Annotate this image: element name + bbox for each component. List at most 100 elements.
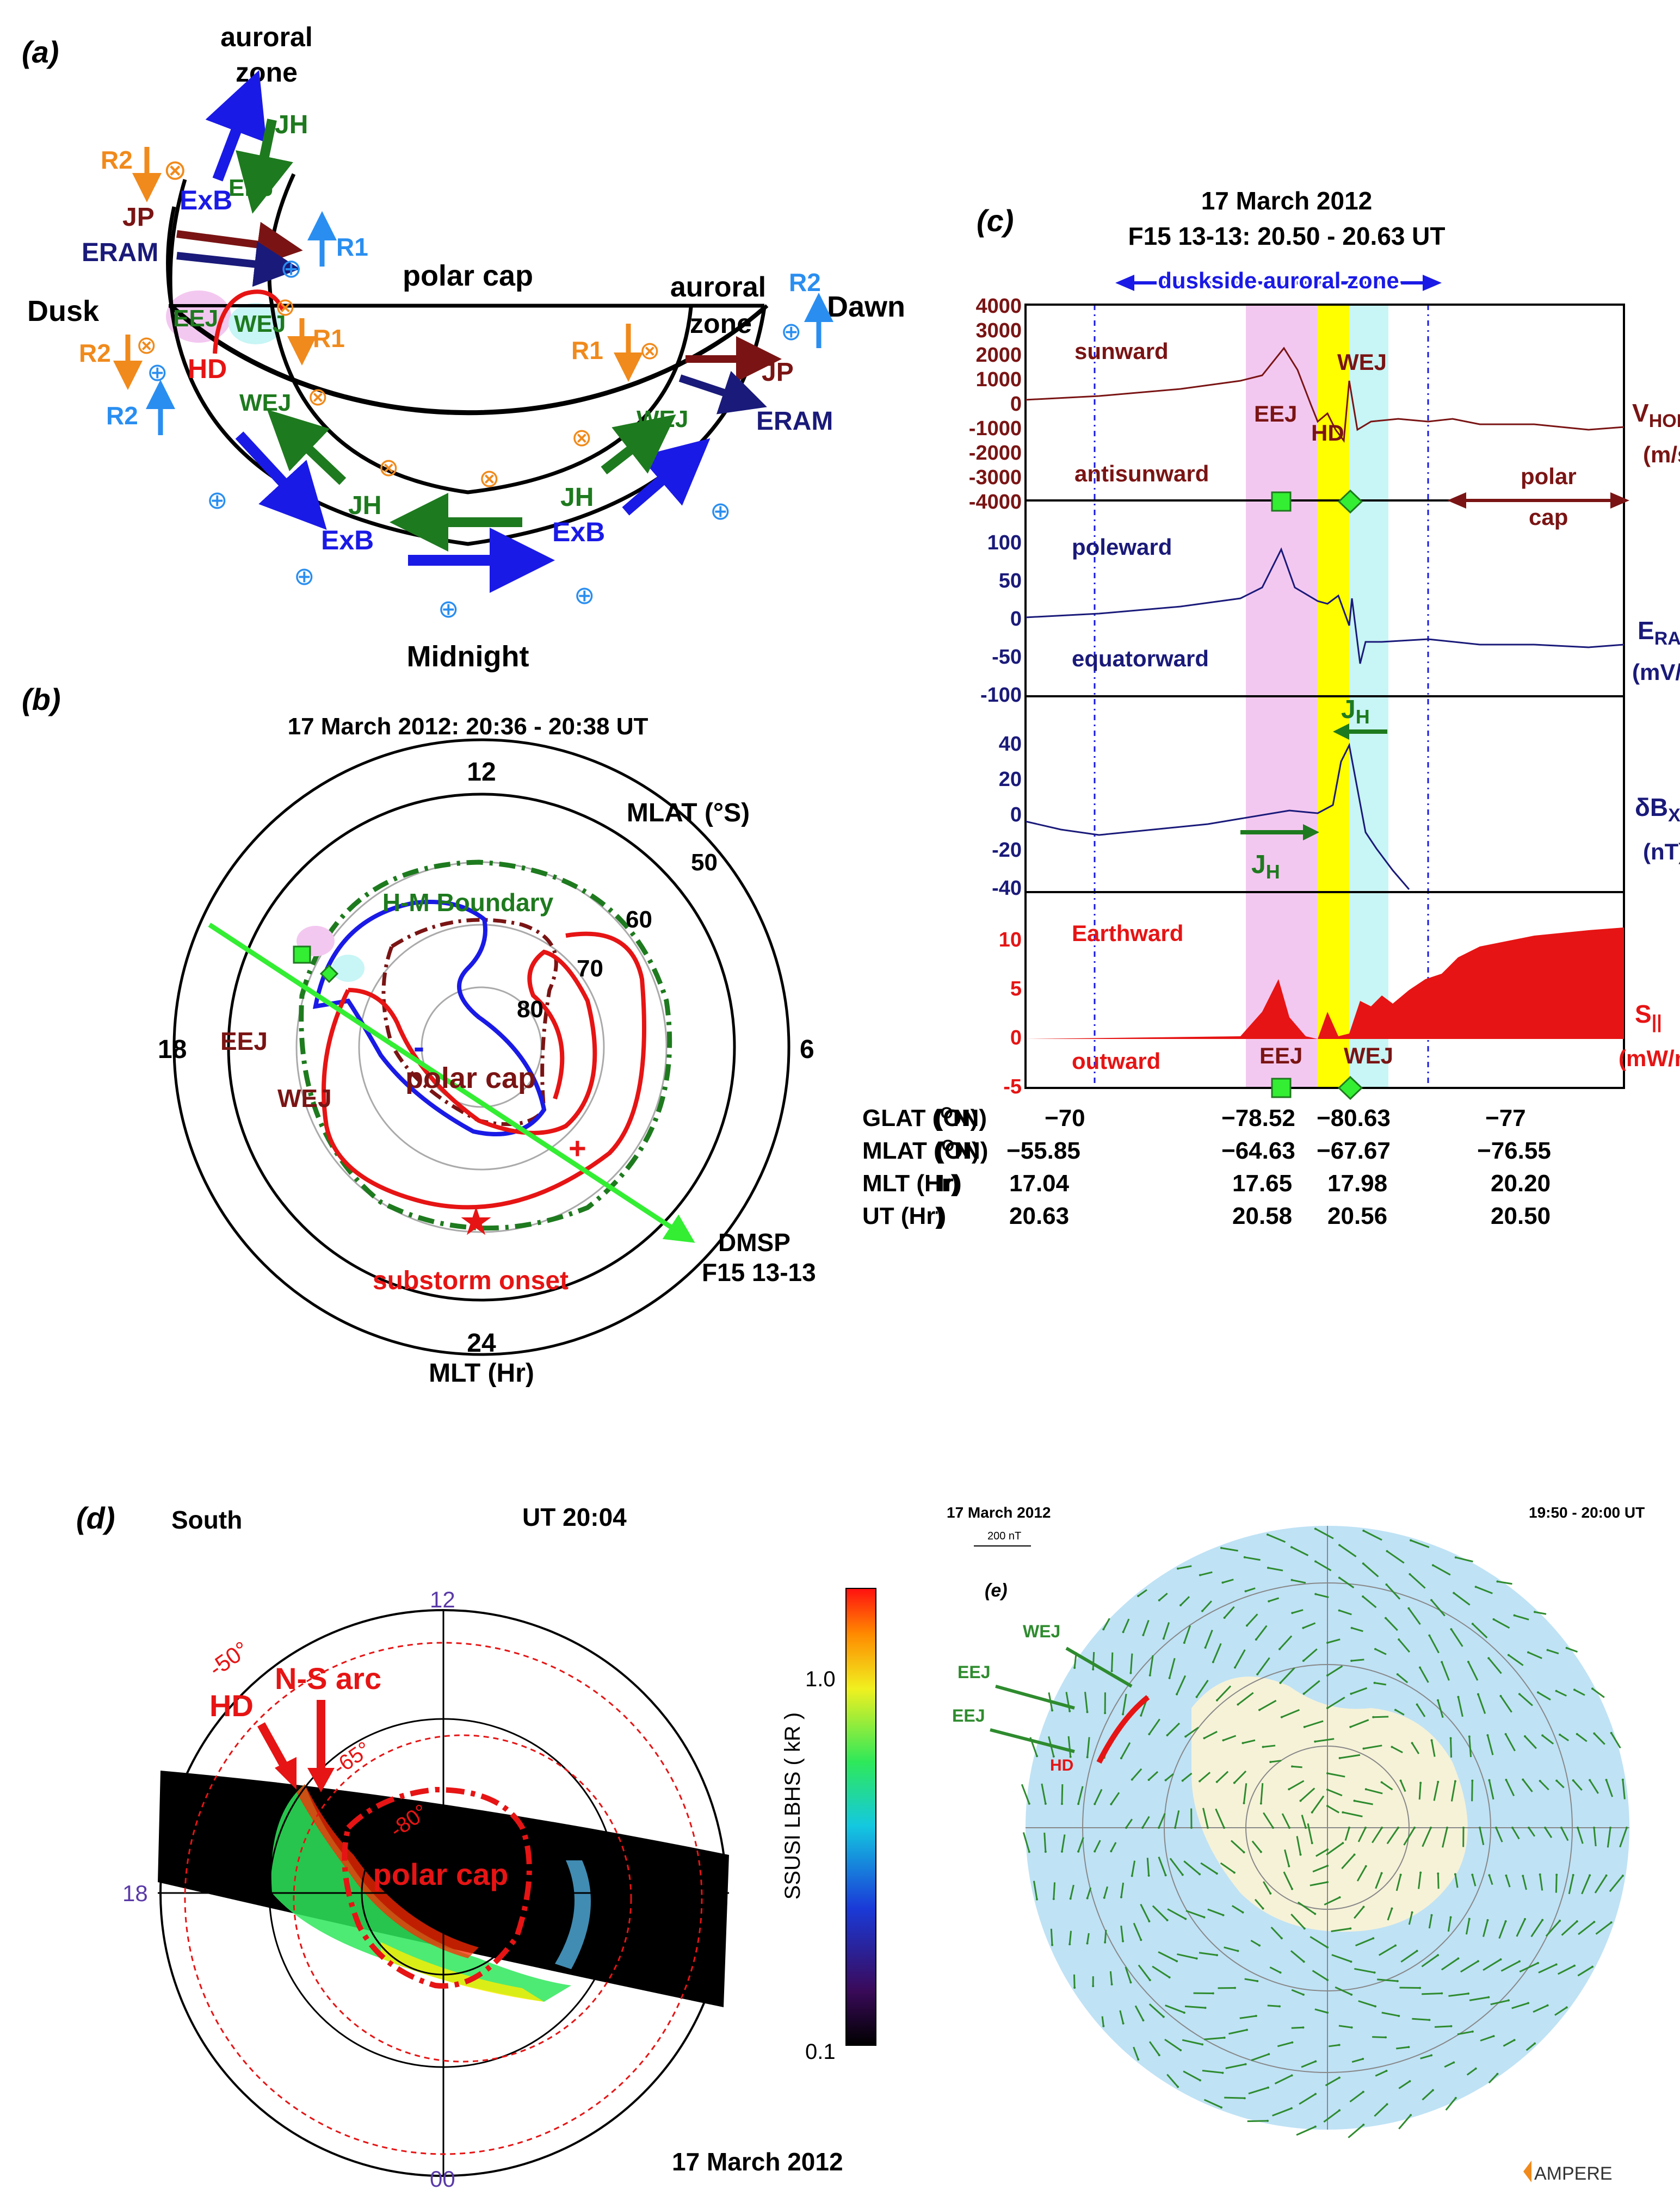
- magnetic-vector: [1278, 1635, 1293, 1650]
- magnetic-vector-origin: [1428, 2019, 1431, 2021]
- magnetic-vector: [1500, 1960, 1520, 1972]
- magnetic-vector-origin: [1350, 1660, 1353, 1662]
- magnetic-vector: [1158, 1813, 1166, 1828]
- magnetic-vector-origin: [1431, 2089, 1434, 2092]
- magnetic-vector-origin: [1397, 1827, 1399, 1829]
- eram-label-a: ERAM: [82, 238, 158, 267]
- magnetic-vector-origin: [1467, 1992, 1469, 1995]
- s-parallel-unit-label: (mW/m2): [1619, 1044, 1680, 1071]
- magnetic-vector-origin: [1338, 2109, 1341, 2112]
- magnetic-vector: [1400, 1780, 1406, 1792]
- exb-arrow-top: [205, 70, 267, 182]
- eram-arrow-a: [176, 241, 300, 287]
- magnetic-vector-origin: [1204, 1646, 1207, 1649]
- hd-arrow-d-head: [275, 1757, 297, 1790]
- magnetic-vector: [1471, 1875, 1477, 1886]
- sunward-label: sunward: [1074, 338, 1169, 364]
- magnetic-vector-origin: [1305, 1827, 1307, 1829]
- magnetic-vector-origin: [1199, 1780, 1201, 1783]
- magnetic-vector: [1215, 1808, 1225, 1828]
- polar-label-c: polar: [1521, 463, 1577, 489]
- magnetic-vector-origin: [1609, 1827, 1611, 1829]
- aurora-emission-dawn: [555, 1860, 591, 1969]
- magnetic-vector-origin: [1184, 1735, 1187, 1738]
- magnetic-vector-origin: [1223, 1827, 1225, 1829]
- magnetic-vector: [1420, 2054, 1432, 2059]
- magnetic-vector: [1169, 1858, 1183, 1876]
- magnetic-vector-origin: [1576, 1733, 1578, 1735]
- magnetic-vector-origin: [1233, 1781, 1236, 1784]
- out-page-symbol-2: ⊕: [147, 358, 168, 386]
- magnetic-vector-origin: [1471, 1623, 1474, 1625]
- magnetic-vector-origin: [1477, 1960, 1479, 1963]
- magnetic-vector-origin: [1605, 1779, 1608, 1781]
- magnetic-vector-origin: [1140, 1714, 1142, 1717]
- out-page-symbol-1: ⊕: [280, 255, 302, 283]
- magnetic-vector-origin: [1176, 1960, 1178, 1963]
- wej-label-a-right: WEJ: [637, 406, 688, 432]
- magnetic-vector-origin: [1222, 1914, 1225, 1916]
- table-cell: −67.67: [1317, 1137, 1391, 1164]
- substorm-label: substorm onset: [373, 1266, 569, 1295]
- magnetic-vector: [1284, 1849, 1290, 1867]
- magnetic-vector: [1202, 2070, 1223, 2074]
- table-cell: 20.50: [1491, 1203, 1551, 1229]
- magnetic-vector-origin: [1560, 1827, 1562, 1829]
- magnetic-vector-origin: [1290, 2074, 1293, 2077]
- magnetic-vector-origin: [1573, 1964, 1576, 1967]
- magnetic-vector-origin: [1577, 1827, 1579, 1829]
- magnetic-vector: [1292, 1579, 1306, 1584]
- magnetic-vector: [1290, 1950, 1305, 1963]
- eej-arrow-e-1: [995, 1685, 1075, 1710]
- magnetic-vector: [1327, 1665, 1343, 1676]
- magnetic-vector-origin: [1471, 2030, 1474, 2033]
- magnetic-vector: [1169, 1657, 1176, 1679]
- magnetic-vector-origin: [1362, 2058, 1364, 2061]
- magnetic-vector-origin: [1416, 1703, 1418, 1706]
- magnetic-vector-origin: [1350, 1960, 1352, 1963]
- magnetic-vector: [1386, 1827, 1399, 1845]
- magnetic-vector: [1398, 1639, 1410, 1653]
- magnetic-vector-origin: [1430, 1827, 1432, 1829]
- magnetic-vector-origin: [1166, 1919, 1169, 1921]
- auroral-zone-label-right2: zone: [690, 308, 752, 339]
- magnetic-vector: [1514, 1614, 1529, 1620]
- magnetic-vector-origin: [1288, 1865, 1290, 1867]
- jh-label-top: JH: [275, 110, 308, 139]
- table-cell: −77: [1485, 1105, 1526, 1131]
- magnetic-vector: [1479, 1827, 1485, 1846]
- magnetic-vector: [1138, 1589, 1147, 1597]
- magnetic-vector: [1221, 1547, 1238, 1552]
- magnetic-vector: [1410, 1539, 1430, 1548]
- magnetic-vector-origin: [1299, 1853, 1302, 1856]
- magnetic-vector: [1372, 2036, 1386, 2038]
- table-row-label: MLT (Hr): [936, 1170, 962, 1197]
- magnetic-vector: [1269, 1966, 1281, 1974]
- magnetic-vector: [1398, 2114, 1412, 2130]
- magnetic-vector-origin: [1158, 1599, 1160, 1601]
- magnetic-vector-origin: [1338, 1576, 1341, 1579]
- dbx-tick: 0: [1010, 803, 1022, 826]
- hd-label-c1: HD: [1311, 420, 1344, 446]
- magnetic-vector-origin: [1207, 1827, 1209, 1829]
- magnetic-vector-origin: [1234, 1666, 1236, 1669]
- magnetic-vector-origin: [1291, 1888, 1293, 1890]
- magnetic-vector: [1050, 1928, 1053, 1945]
- magnetic-vector-origin: [1195, 1696, 1198, 1698]
- magnetic-vector-origin: [1573, 1688, 1576, 1691]
- table-cell: −78.52: [1221, 1105, 1295, 1131]
- magnetic-vector: [1455, 1556, 1473, 1563]
- magnetic-vector: [1574, 1689, 1585, 1696]
- magnetic-vector-origin: [1176, 1693, 1178, 1696]
- magnetic-vector: [1349, 2091, 1364, 2103]
- magnetic-vector: [1043, 1833, 1047, 1852]
- vhor-axis-label: VHOR: [1632, 399, 1680, 431]
- magnetic-vector-origin: [1203, 1737, 1206, 1740]
- magnetic-vector: [1125, 1966, 1132, 1983]
- magnetic-vector-origin: [1266, 2119, 1269, 2122]
- magnetic-vector-origin: [1104, 1941, 1107, 1944]
- eram-axis-label: ERAM: [1638, 616, 1680, 649]
- magnetic-vector-origin: [1541, 1734, 1544, 1737]
- magnetic-vector-origin: [1190, 1827, 1193, 1829]
- vhor-tick: 4000: [975, 295, 1022, 318]
